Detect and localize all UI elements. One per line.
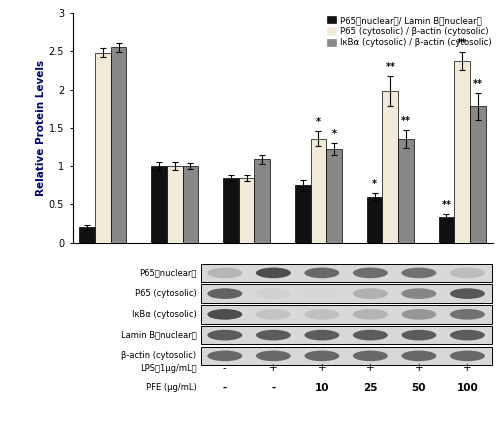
- Ellipse shape: [353, 268, 388, 278]
- Bar: [238, 178, 254, 242]
- Ellipse shape: [208, 309, 242, 320]
- Text: P65（nuclear）: P65（nuclear）: [139, 268, 196, 278]
- Bar: [470, 107, 486, 242]
- Bar: [200, 347, 492, 365]
- Bar: [200, 347, 492, 365]
- Bar: [326, 149, 342, 242]
- Bar: [200, 284, 492, 303]
- Text: PFE (μg/mL): PFE (μg/mL): [146, 383, 196, 392]
- Ellipse shape: [353, 330, 388, 340]
- Text: *: *: [316, 117, 321, 127]
- Bar: [382, 91, 398, 242]
- Bar: [438, 216, 454, 242]
- Bar: [454, 61, 470, 242]
- Ellipse shape: [402, 268, 436, 278]
- Text: *: *: [332, 129, 337, 139]
- Ellipse shape: [450, 330, 485, 340]
- Ellipse shape: [304, 309, 340, 320]
- Text: LPS（1μg/mL）: LPS（1μg/mL）: [140, 364, 196, 373]
- Bar: [200, 305, 492, 323]
- Ellipse shape: [402, 309, 436, 320]
- Ellipse shape: [208, 330, 242, 340]
- Text: Lamin B（nuclear）: Lamin B（nuclear）: [120, 331, 196, 339]
- Legend: P65（nuclear）/ Lamin B（nuclear）, P65 (cytosolic) / β-actin (cytosolic), IκBα (cyt: P65（nuclear）/ Lamin B（nuclear）, P65 (cyt…: [326, 15, 492, 48]
- Text: **: **: [473, 79, 483, 89]
- Bar: [200, 284, 492, 303]
- Ellipse shape: [450, 288, 485, 299]
- Text: 50: 50: [412, 383, 426, 393]
- Text: *: *: [372, 179, 377, 189]
- Bar: [200, 264, 492, 282]
- Ellipse shape: [256, 309, 291, 320]
- Y-axis label: Relative Protein Levels: Relative Protein Levels: [36, 60, 46, 196]
- Text: 100: 100: [456, 383, 478, 393]
- Text: 25: 25: [363, 383, 378, 393]
- Ellipse shape: [353, 351, 388, 361]
- Ellipse shape: [402, 330, 436, 340]
- Bar: [200, 264, 492, 282]
- Text: -: -: [222, 383, 227, 393]
- Bar: [166, 166, 182, 242]
- Bar: [79, 227, 95, 242]
- Text: +: +: [463, 363, 471, 373]
- Bar: [200, 305, 492, 323]
- Ellipse shape: [256, 330, 291, 340]
- Ellipse shape: [256, 351, 291, 361]
- Ellipse shape: [450, 268, 485, 278]
- Text: **: **: [442, 200, 452, 210]
- Ellipse shape: [304, 351, 340, 361]
- Bar: [294, 185, 310, 242]
- Text: **: **: [401, 116, 411, 126]
- Ellipse shape: [208, 351, 242, 361]
- Bar: [110, 48, 126, 242]
- Ellipse shape: [402, 351, 436, 361]
- Text: **: **: [458, 38, 468, 48]
- Text: +: +: [269, 363, 278, 373]
- Text: IκBα (cytosolic): IκBα (cytosolic): [132, 310, 196, 319]
- Text: +: +: [366, 363, 374, 373]
- Text: +: +: [414, 363, 423, 373]
- Ellipse shape: [304, 268, 340, 278]
- Bar: [151, 166, 166, 242]
- Text: 10: 10: [314, 383, 329, 393]
- Bar: [366, 197, 382, 242]
- Ellipse shape: [256, 268, 291, 278]
- Ellipse shape: [208, 288, 242, 299]
- Bar: [182, 166, 198, 242]
- Text: -: -: [223, 363, 226, 373]
- Bar: [398, 139, 414, 242]
- Ellipse shape: [304, 330, 340, 340]
- Bar: [254, 159, 270, 242]
- Ellipse shape: [256, 288, 291, 299]
- Text: -: -: [271, 383, 276, 393]
- Text: β-actin (cytosolic): β-actin (cytosolic): [122, 351, 196, 360]
- Ellipse shape: [450, 351, 485, 361]
- Ellipse shape: [353, 309, 388, 320]
- Ellipse shape: [304, 288, 340, 299]
- Bar: [95, 53, 110, 242]
- Ellipse shape: [353, 288, 388, 299]
- Text: P65 (cytosolic): P65 (cytosolic): [134, 289, 196, 298]
- Ellipse shape: [208, 268, 242, 278]
- Ellipse shape: [402, 288, 436, 299]
- Text: +: +: [318, 363, 326, 373]
- Bar: [310, 139, 326, 242]
- Bar: [200, 326, 492, 344]
- Text: **: **: [386, 62, 396, 72]
- Ellipse shape: [450, 309, 485, 320]
- Bar: [200, 326, 492, 344]
- Bar: [223, 178, 238, 242]
